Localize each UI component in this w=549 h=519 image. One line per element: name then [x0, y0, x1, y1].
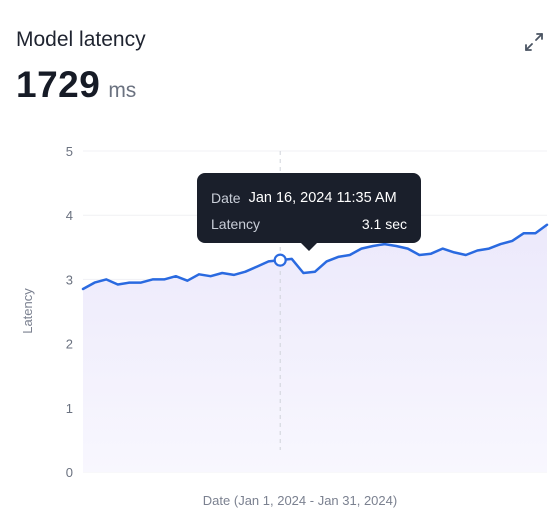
area-fill: [83, 224, 547, 472]
x-axis-label: Date (Jan 1, 2024 - Jan 31, 2024): [203, 493, 397, 508]
latency-metric: 1729 ms: [16, 64, 136, 106]
metric-value: 1729: [16, 64, 101, 105]
y-axis-label: Latency: [20, 288, 35, 334]
y-tick-label: 4: [66, 208, 73, 223]
metric-unit: ms: [108, 79, 137, 102]
y-tick-label: 3: [66, 272, 73, 287]
highlight-point: [273, 253, 287, 267]
tooltip-latency-value: 3.1 sec: [361, 216, 407, 232]
tooltip-date-value: Jan 16, 2024 11:35 AM: [248, 190, 397, 206]
tooltip-latency-label: Latency: [211, 216, 261, 232]
expand-icon[interactable]: [522, 30, 546, 54]
chart-title: Model latency: [16, 28, 146, 51]
chart-tooltip: Date Jan 16, 2024 11:35 AM Latency 3.1 s…: [197, 173, 421, 251]
series-line: [81, 223, 549, 291]
y-tick-label: 5: [66, 144, 73, 159]
y-tick-label: 2: [66, 337, 73, 352]
y-tick-label: 0: [66, 465, 73, 480]
y-tick-label: 1: [66, 401, 73, 416]
tooltip-date-label: Date: [211, 190, 241, 206]
